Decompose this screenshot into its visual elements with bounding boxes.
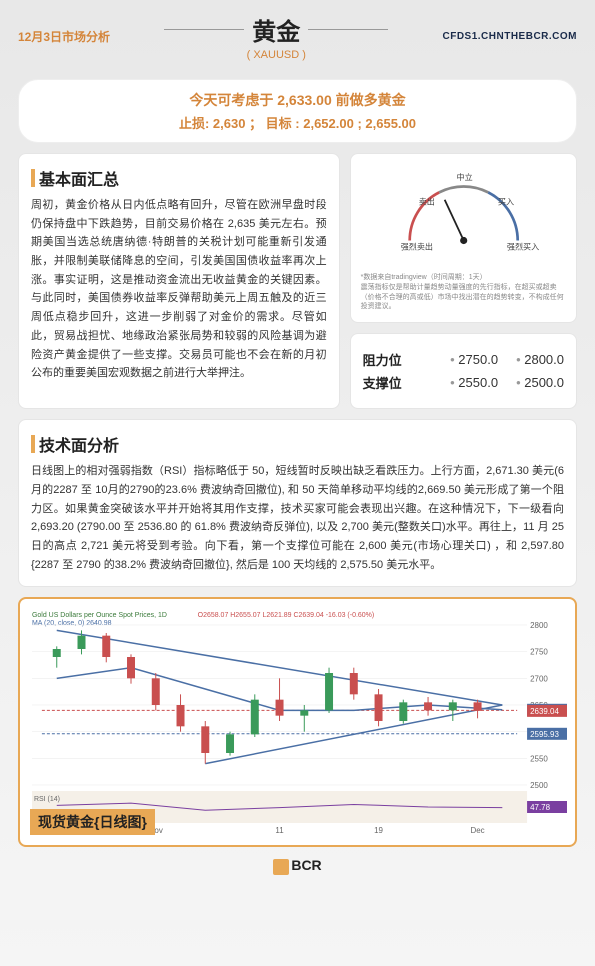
- svg-text:MA (20, close, 0) 2640.98: MA (20, close, 0) 2640.98: [32, 620, 112, 627]
- support-row: 支撑位 2550.02500.0: [363, 373, 564, 392]
- fundamentals-title: 基本面汇总: [39, 166, 119, 190]
- svg-text:强烈买入: 强烈买入: [507, 243, 539, 252]
- brand-name: BCR: [291, 857, 321, 873]
- svg-text:2700: 2700: [530, 675, 548, 684]
- date-label: 12月3日市场分析: [18, 28, 110, 45]
- summary-line2: 止损: 2,630 ； 目标 : 2,652.00 ; 2,655.00: [29, 113, 566, 132]
- chart-badge: 现货黄金{日线图}: [30, 809, 155, 835]
- fundamentals-card: 基本面汇总 周初，黄金价格从日内低点略有回升，尽管在欧洲早盘时段仍保持盘中下跌趋…: [18, 153, 340, 409]
- svg-text:2750: 2750: [530, 648, 548, 657]
- levels-card: 阻力位 2750.02800.0 支撑位 2550.02500.0: [350, 333, 577, 409]
- svg-text:2800: 2800: [530, 621, 548, 630]
- summary-line1: 今天可考虑于 2,633.00 前做多黄金: [29, 90, 566, 110]
- svg-text:买入: 买入: [498, 198, 514, 207]
- gauge-card: 强烈卖出 卖出 中立买入强烈买入 *数据来自tradingview（时间周期：1天）…: [350, 153, 577, 323]
- resistance-row: 阻力位 2750.02800.0: [363, 350, 564, 369]
- brand-icon: [273, 859, 289, 875]
- fundamentals-body: 周初，黄金价格从日内低点略有回升，尽管在欧洲早盘时段仍保持盘中下跌趋势，目前交易…: [31, 196, 327, 383]
- sentiment-gauge: 强烈卖出 卖出 中立买入强烈买入: [361, 164, 566, 269]
- svg-text:47.78: 47.78: [530, 803, 551, 812]
- title-block: 黄金 ( XAUUSD ): [110, 12, 442, 61]
- summary-box: 今天可考虑于 2,633.00 前做多黄金 止损: 2,630 ； 目标 : 2…: [18, 79, 577, 143]
- page-title: 黄金: [252, 12, 300, 47]
- svg-text:19: 19: [374, 826, 383, 835]
- subtitle: ( XAUUSD ): [110, 49, 442, 61]
- svg-text:O2658.07 H2655.07 L2621.89 C26: O2658.07 H2655.07 L2621.89 C2639.04 -16.…: [198, 612, 375, 619]
- technical-title: 技术面分析: [39, 432, 119, 456]
- price-chart: Gold US Dollars per Ounce Spot Prices, 1…: [28, 607, 567, 837]
- url-label: CFDS1.CHNTHEBCR.COM: [443, 31, 578, 42]
- svg-text:RSI (14): RSI (14): [34, 796, 60, 803]
- svg-text:2550: 2550: [530, 755, 548, 764]
- svg-text:中立: 中立: [456, 172, 472, 182]
- svg-text:卖出: 卖出: [418, 197, 434, 207]
- svg-text:11: 11: [275, 826, 284, 835]
- svg-text:2500: 2500: [530, 781, 548, 790]
- svg-text:强烈卖出: 强烈卖出: [400, 242, 432, 252]
- svg-text:Gold US Dollars per Ounce Spot: Gold US Dollars per Ounce Spot Prices, 1…: [32, 612, 167, 619]
- svg-text:2639.04: 2639.04: [530, 707, 559, 716]
- header: 12月3日市场分析 黄金 ( XAUUSD ) CFDS1.CHNTHEBCR.…: [0, 0, 595, 65]
- gauge-note: *数据来自tradingview（时间周期：1天） 震荡指标仅是帮助计量趋势动量…: [361, 273, 566, 312]
- technical-body: 日线图上的相对强弱指数（RSI）指标略低于 50，短线暂时反映出缺乏看跌压力。上…: [31, 462, 564, 574]
- svg-text:2595.93: 2595.93: [530, 730, 559, 739]
- svg-text:Dec: Dec: [470, 826, 484, 835]
- chart-card: Gold US Dollars per Ounce Spot Prices, 1…: [18, 597, 577, 847]
- footer: BCR: [0, 857, 595, 874]
- technical-card: 技术面分析 日线图上的相对强弱指数（RSI）指标略低于 50，短线暂时反映出缺乏…: [18, 419, 577, 587]
